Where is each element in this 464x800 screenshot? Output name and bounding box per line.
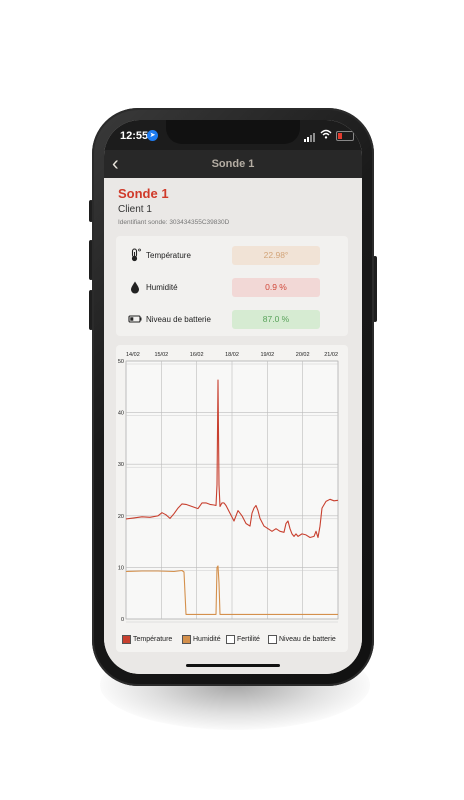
signal-icon — [304, 133, 315, 142]
legend-label: Humidité — [193, 636, 221, 643]
x-tick-label: 18/02 — [225, 352, 239, 358]
y-tick-label: 50 — [118, 359, 124, 365]
client-name: Client 1 — [118, 204, 152, 215]
home-indicator[interactable] — [186, 664, 280, 667]
metric-value-battery: 87.0 % — [232, 310, 320, 329]
legend-label: Niveau de batterie — [279, 636, 336, 643]
metrics-card: Température 22.98° Humidité 0.9 % Niveau… — [116, 236, 348, 336]
series-line-1 — [125, 565, 338, 615]
main-content: Sonde 1 Client 1 Identifiant sonde: 3034… — [104, 178, 362, 674]
y-tick-label: 40 — [118, 411, 124, 417]
chart-container: 14/02 15/02 16/02 18/02 19/02 20/02 21/02 0 10 20… — [116, 345, 348, 652]
wifi-icon — [320, 129, 332, 139]
metric-label: Niveau de batterie — [146, 315, 211, 324]
x-tick-label: 15/02 — [154, 352, 168, 358]
thermometer-icon — [131, 248, 141, 262]
legend-label: Fertilité — [237, 636, 260, 643]
x-tick-label: 14/02 — [126, 352, 140, 358]
legend-swatch — [182, 635, 191, 644]
metric-row-temperature: Température 22.98° — [116, 242, 348, 268]
notch — [166, 120, 300, 144]
x-tick-label: 21/02 — [324, 352, 338, 358]
volume-up-button — [89, 240, 93, 280]
status-time: 12:55 — [120, 130, 149, 142]
power-button — [373, 256, 377, 322]
y-tick-label: 0 — [121, 617, 124, 623]
legend-item[interactable]: Humidité — [182, 635, 221, 644]
y-tick-label: 20 — [118, 514, 124, 520]
legend-item[interactable]: Température — [122, 635, 172, 644]
legend-swatch — [226, 635, 235, 644]
metric-value-temperature: 22.98° — [232, 246, 320, 265]
metric-label: Humidité — [146, 283, 178, 292]
x-tick-label: 20/02 — [296, 352, 310, 358]
chart-legend: Température Humidité Fertilité Niveau de ba… — [120, 633, 346, 647]
legend-swatch — [268, 635, 277, 644]
nav-bar: ‹ Sonde 1 — [104, 150, 362, 178]
phone-screen: 12:55 ➤ ‹ Sonde 1 Sonde 1 Client 1 Ident… — [104, 120, 362, 674]
nav-title: Sonde 1 — [211, 158, 255, 170]
battery-icon — [128, 315, 142, 323]
legend-swatch — [122, 635, 131, 644]
metric-row-battery: Niveau de batterie 87.0 % — [116, 306, 348, 332]
droplet-icon — [131, 281, 139, 294]
sensor-chart: 14/02 15/02 16/02 18/02 19/02 20/02 21/02 0 10 20… — [118, 352, 339, 623]
legend-label: Température — [133, 636, 173, 643]
metric-row-humidity: Humidité 0.9 % — [116, 274, 348, 300]
probe-identifier: Identifiant sonde: 303434355C39830D — [118, 219, 230, 226]
page-title: Sonde 1 — [118, 186, 169, 201]
y-tick-label: 10 — [118, 565, 124, 571]
mute-switch — [89, 200, 93, 222]
y-tick-label: 30 — [118, 462, 124, 468]
back-chevron-icon[interactable]: ‹ — [112, 153, 119, 175]
legend-item[interactable]: Niveau de batterie — [268, 635, 336, 644]
x-tick-label: 19/02 — [260, 352, 274, 358]
metric-label: Température — [146, 251, 191, 260]
series-line-0 — [125, 379, 339, 539]
x-tick-label: 16/02 — [190, 352, 204, 358]
location-icon: ➤ — [147, 130, 158, 141]
volume-down-button — [89, 290, 93, 330]
legend-item[interactable]: Fertilité — [226, 635, 260, 644]
battery-status-icon — [336, 131, 354, 141]
metric-value-humidity: 0.9 % — [232, 278, 320, 297]
